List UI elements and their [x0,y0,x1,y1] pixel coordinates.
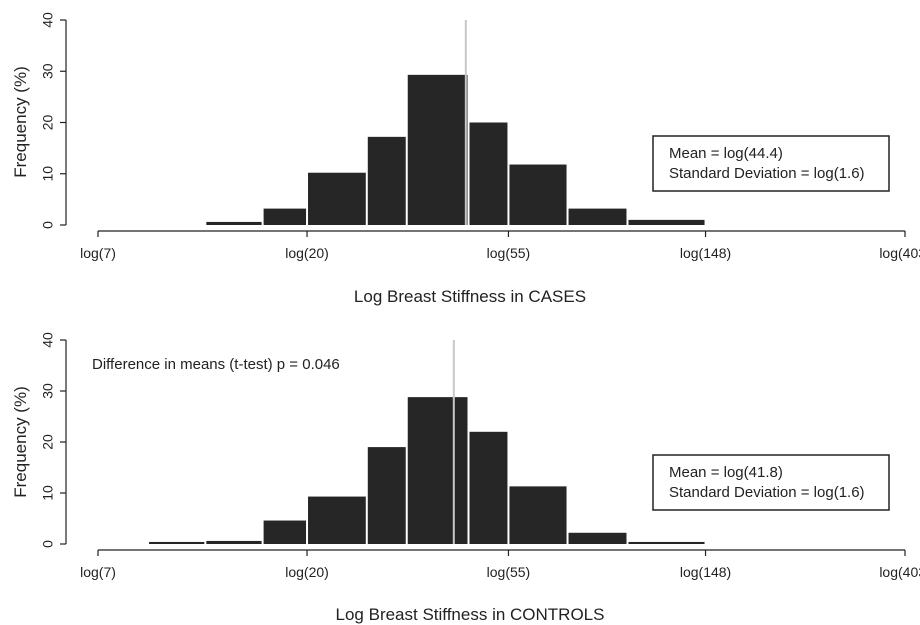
x-tick-label: log(403) [879,564,920,580]
histogram-bar [263,208,307,225]
y-tick-label: 20 [40,115,56,131]
x-tick-label: log(7) [80,564,116,580]
y-tick-label: 40 [40,12,56,28]
y-axis-title: Frequency (%) [11,386,30,497]
x-tick-label: log(148) [680,245,731,261]
x-axis-title: Log Breast Stiffness in CASES [354,287,586,306]
histogram-bar [407,397,468,544]
histogram-bar [308,172,366,225]
x-tick-label: log(55) [487,564,531,580]
histogram-bar [407,74,468,226]
y-tick-label: 10 [40,485,56,501]
panel-cases: 0 10 20 30 40 Frequency (%) log(7) log(20) log(5… [11,12,920,306]
mean-text: Mean = log(44.4) [669,145,783,162]
histogram-bar [469,122,508,225]
histogram-bar [628,219,705,225]
y-tick-label: 10 [40,166,56,182]
y-tick-label: 30 [40,63,56,79]
x-tick-label: log(20) [285,245,329,261]
histogram-bar [367,447,406,544]
y-axis-title: Frequency (%) [11,66,30,177]
sd-text: Standard Deviation = log(1.6) [669,165,865,182]
stats-box [652,135,890,192]
x-tick-label: log(148) [680,564,731,580]
histogram-bar [568,208,627,225]
histogram-bar [628,541,705,544]
histogram-bar [367,136,406,225]
x-tick-label: log(7) [80,245,116,261]
x-axis-title: Log Breast Stiffness in CONTROLS [336,605,605,624]
y-tick-label: 20 [40,434,56,450]
stats-box [652,454,890,511]
histogram-bar [263,520,307,544]
mean-text: Mean = log(41.8) [669,464,783,481]
histogram-bar [206,221,262,225]
y-tick-label: 30 [40,383,56,399]
t-test-annotation: Difference in means (t-test) p = 0.046 [92,356,340,373]
histogram-bar [509,486,567,544]
y-tick-label: 0 [40,540,56,548]
histogram-bar [509,164,567,225]
histogram-bar [149,541,205,544]
y-tick-label: 40 [40,332,56,348]
x-tick-label: log(20) [285,564,329,580]
histogram-bar [568,532,627,544]
histogram-bar [469,431,508,544]
panel-controls: 0 10 20 30 40 Frequency (%) log(7) log(20) log(5… [11,332,920,624]
x-tick-label: log(403) [879,245,920,261]
histogram-bar [308,496,366,544]
x-tick-label: log(55) [487,245,531,261]
histogram-bar [206,540,262,544]
sd-text: Standard Deviation = log(1.6) [669,484,865,501]
y-tick-label: 0 [40,221,56,229]
